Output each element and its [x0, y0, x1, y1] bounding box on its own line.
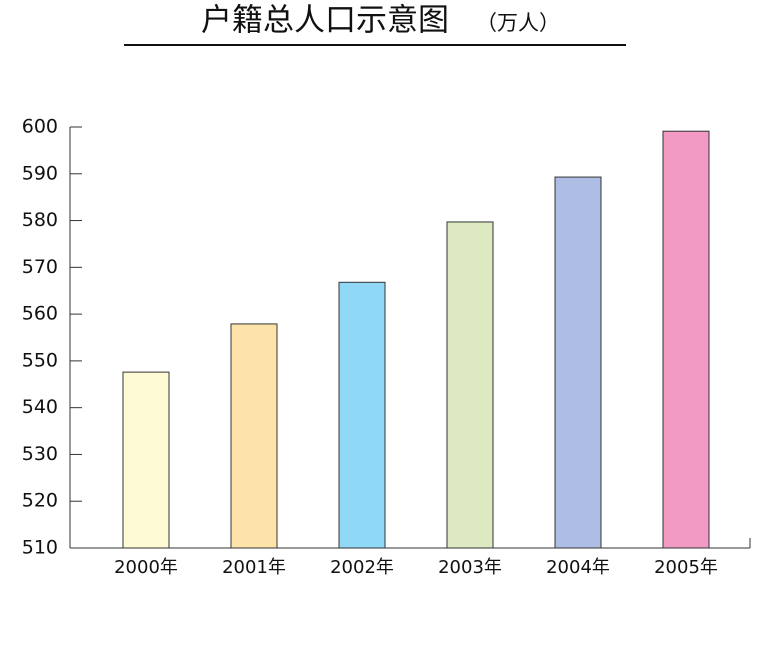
chart-title: 户籍总人口示意图 [201, 3, 449, 39]
bar [338, 281, 386, 549]
y-tick-label: 600 [22, 116, 58, 138]
bar [122, 371, 170, 549]
y-tick-label: 530 [22, 443, 58, 465]
y-tick-label: 560 [22, 303, 58, 325]
x-tick-label: 2002年 [330, 557, 394, 578]
x-tick-label: 2000年 [114, 557, 178, 578]
bar [230, 323, 278, 549]
y-tick-label: 550 [22, 349, 58, 371]
bar [446, 221, 494, 549]
x-tick-label: 2005年 [654, 557, 718, 578]
x-tick-label: 2001年 [222, 557, 286, 578]
bar [554, 176, 602, 549]
bar [662, 130, 710, 549]
y-tick-label: 590 [22, 162, 58, 184]
y-tick-label: 540 [22, 396, 58, 418]
y-tick-label: 510 [22, 537, 58, 559]
y-tick-label: 570 [22, 256, 58, 278]
y-tick-label: 520 [22, 490, 58, 512]
x-tick-label: 2003年 [438, 557, 502, 578]
x-tick-label: 2004年 [546, 557, 610, 578]
chart-subtitle: （万人） [476, 11, 560, 35]
y-tick-label: 580 [22, 209, 58, 231]
